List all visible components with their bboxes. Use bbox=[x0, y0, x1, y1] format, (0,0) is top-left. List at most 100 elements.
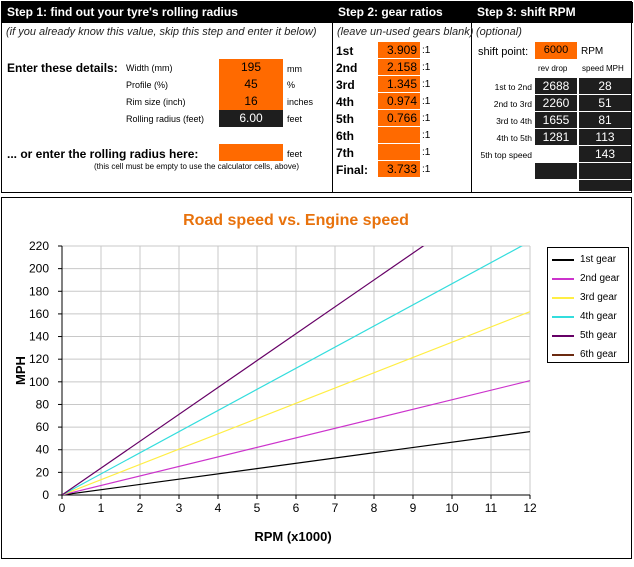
empty-dark-cell bbox=[535, 163, 577, 179]
series-line-3 bbox=[62, 311, 530, 495]
legend-swatch bbox=[552, 259, 574, 261]
legend-swatch bbox=[552, 335, 574, 337]
rolling-radius-override-input[interactable] bbox=[219, 144, 283, 161]
gear-6-label: 6th bbox=[336, 129, 354, 143]
width-input[interactable]: 195 bbox=[219, 59, 283, 76]
shift-row-label: 1st to 2nd bbox=[494, 82, 532, 92]
speed-mph-value: 113 bbox=[579, 129, 631, 145]
empty-dark-cell bbox=[579, 163, 631, 179]
gear-1-input[interactable]: 3.909 bbox=[378, 42, 420, 58]
legend-label: 4th gear bbox=[580, 311, 617, 322]
rim-size-input[interactable]: 16 bbox=[219, 93, 283, 110]
shift-row-label: 3rd to 4th bbox=[496, 116, 532, 126]
y-tick-label: 200 bbox=[29, 262, 49, 276]
y-tick-label: 60 bbox=[36, 420, 50, 434]
legend-item: 6th gear bbox=[552, 348, 628, 362]
gear-3-suffix: :1 bbox=[422, 79, 431, 90]
gear-7-label: 7th bbox=[336, 146, 354, 160]
series-line-4 bbox=[62, 246, 523, 495]
series-line-2 bbox=[62, 380, 530, 495]
gear-6-input[interactable] bbox=[378, 127, 420, 143]
chart-legend: 1st gear 2nd gear 3rd gear 4th gear 5th gear… bbox=[547, 247, 629, 363]
step1-header: Step 1: find out your tyre's rolling rad… bbox=[2, 2, 332, 23]
shift-row-label: 4th to 5th bbox=[496, 133, 532, 143]
rolling-radius-output: 6.00 bbox=[219, 110, 283, 127]
rolling-radius-unit: feet bbox=[287, 114, 303, 124]
y-tick-label: 120 bbox=[29, 352, 49, 366]
x-tick-label: 10 bbox=[445, 501, 459, 515]
step3-header: Step 3: shift RPM bbox=[472, 2, 633, 23]
legend-swatch bbox=[552, 354, 574, 356]
width-label: Width (mm) bbox=[126, 63, 173, 73]
gear-4-suffix: :1 bbox=[422, 96, 431, 107]
legend-swatch bbox=[552, 297, 574, 299]
step1-note: (if you already know this value, skip th… bbox=[6, 26, 317, 38]
step2-note: (leave un-used gears blank) bbox=[337, 26, 474, 38]
x-tick-label: 6 bbox=[293, 501, 300, 515]
or-enter-label: ... or enter the rolling radius here: bbox=[7, 147, 199, 161]
rolling-radius-label: Rolling radius (feet) bbox=[126, 114, 205, 124]
rim-size-unit: inches bbox=[287, 97, 314, 107]
y-tick-label: 0 bbox=[42, 488, 49, 502]
rev-drop-header: rev drop bbox=[538, 64, 568, 73]
legend-swatch bbox=[552, 278, 574, 280]
y-tick-label: 140 bbox=[29, 330, 49, 344]
y-tick-label: 20 bbox=[36, 465, 50, 479]
final-drive-label: Final: bbox=[336, 163, 368, 177]
legend-item: 4th gear bbox=[552, 310, 628, 324]
speed-chart: Road speed vs. Engine speed 0 1 2 3 4 5 6 7 8 9 10 1… bbox=[1, 197, 632, 559]
gear-1-label: 1st bbox=[336, 44, 354, 58]
gear-4-input[interactable]: 0.974 bbox=[378, 93, 420, 109]
y-axis-label: MPH bbox=[13, 356, 28, 385]
x-tick-label: 2 bbox=[137, 501, 144, 515]
gear-5-input[interactable]: 0.766 bbox=[378, 110, 420, 126]
legend-label: 3rd gear bbox=[580, 292, 618, 303]
shift-point-input[interactable]: 6000 bbox=[535, 42, 577, 59]
chart-title: Road speed vs. Engine speed bbox=[183, 212, 409, 229]
x-tick-label: 0 bbox=[59, 501, 66, 515]
x-tick-label: 8 bbox=[371, 501, 378, 515]
gear-6-suffix: :1 bbox=[422, 130, 431, 141]
step2-header: Step 2: gear ratios bbox=[333, 2, 471, 23]
profile-unit: % bbox=[287, 80, 296, 90]
or-enter-note: (this cell must be empty to use the calc… bbox=[94, 162, 299, 171]
gear-7-input[interactable] bbox=[378, 144, 420, 160]
x-tick-label: 4 bbox=[215, 501, 222, 515]
x-axis-label: RPM (x1000) bbox=[254, 529, 331, 544]
shift-row-label: 2nd to 3rd bbox=[493, 99, 532, 109]
speed-mph-value: 81 bbox=[579, 112, 631, 128]
y-tick-label: 220 bbox=[29, 239, 49, 253]
legend-label: 1st gear bbox=[580, 254, 617, 265]
empty-dark-cell bbox=[579, 180, 631, 191]
y-tick-label: 80 bbox=[36, 397, 50, 411]
speed-mph-value: 28 bbox=[579, 78, 631, 94]
rolling-radius-override-unit: feet bbox=[287, 149, 303, 159]
final-drive-suffix: :1 bbox=[422, 164, 431, 175]
speed-mph-value: 51 bbox=[579, 95, 631, 111]
speed-mph-value: 143 bbox=[579, 146, 631, 162]
final-drive-input[interactable]: 3.733 bbox=[378, 161, 420, 177]
gear-3-input[interactable]: 1.345 bbox=[378, 76, 420, 92]
legend-item: 5th gear bbox=[552, 329, 628, 343]
step3-note: (optional) bbox=[476, 26, 522, 38]
enter-details-label: Enter these details: bbox=[7, 61, 118, 75]
x-tick-label: 9 bbox=[410, 501, 417, 515]
y-tick-label: 160 bbox=[29, 307, 49, 321]
legend-label: 2nd gear bbox=[580, 273, 620, 284]
rev-drop-value: 2260 bbox=[535, 95, 577, 111]
x-tick-label: 3 bbox=[176, 501, 183, 515]
gear-2-label: 2nd bbox=[336, 61, 358, 75]
profile-input[interactable]: 45 bbox=[219, 76, 283, 93]
gear-4-label: 4th bbox=[336, 95, 354, 109]
y-tick-label: 100 bbox=[29, 375, 49, 389]
legend-item: 1st gear bbox=[552, 253, 628, 267]
y-tick-label: 40 bbox=[36, 443, 50, 457]
gear-5-suffix: :1 bbox=[422, 113, 431, 124]
gear-3-label: 3rd bbox=[336, 78, 355, 92]
gear-2-input[interactable]: 2.158 bbox=[378, 59, 420, 75]
gear-5-label: 5th bbox=[336, 112, 354, 126]
legend-label: 5th gear bbox=[580, 330, 617, 341]
legend-swatch bbox=[552, 316, 574, 318]
